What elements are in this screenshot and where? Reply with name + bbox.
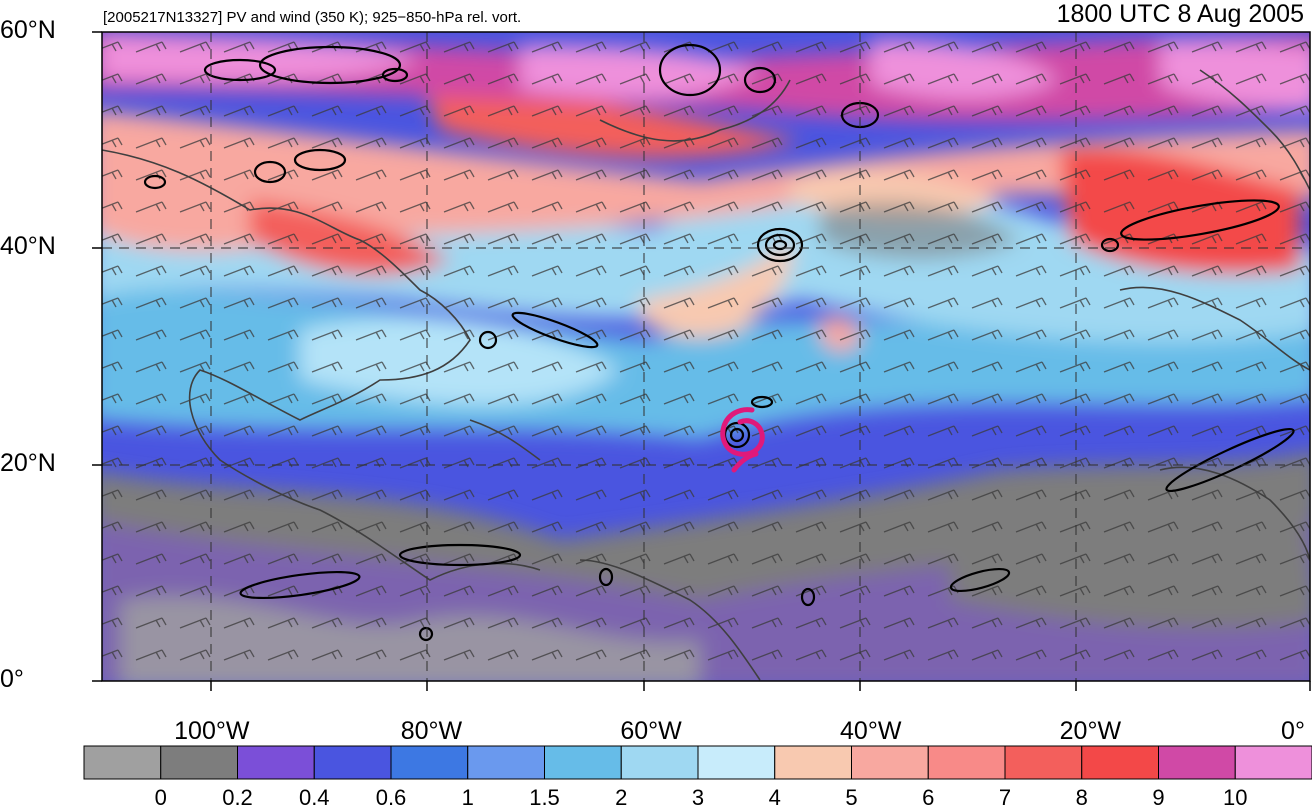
colorbar-tick-label: 8 — [1075, 785, 1088, 810]
colorbar-swatch — [467, 745, 545, 780]
storm-symbol — [720, 407, 765, 473]
lon-label: 100°W — [174, 717, 250, 745]
lon-label: 40°W — [840, 717, 902, 745]
colorbar-swatch — [390, 745, 469, 780]
colorbar-tick-label: 9 — [1152, 785, 1165, 810]
lat-label: 0° — [0, 665, 24, 693]
lon-label: 60°W — [620, 717, 682, 745]
colorbar-tick-label: 0.2 — [222, 785, 253, 810]
colorbar-tick-label: 4 — [768, 785, 781, 810]
colorbar-tick-label: 7 — [998, 785, 1012, 810]
colorbar-swatch — [1004, 745, 1083, 780]
lat-label: 40°N — [0, 232, 56, 261]
colorbar-swatch — [697, 745, 776, 780]
colorbar-swatch — [774, 745, 852, 780]
colorbar-swatch — [1081, 745, 1159, 780]
colorbar-tick-label: 2 — [615, 785, 628, 810]
colorbar-swatch — [927, 745, 1006, 780]
colorbar-tick-label: 0 — [154, 785, 167, 810]
lat-label: 20°N — [0, 448, 56, 477]
colorbar-swatch — [313, 745, 392, 780]
lat-label: 60°N — [0, 16, 56, 44]
lon-label: 20°W — [1059, 717, 1122, 745]
colorbar-tick-label: 0.6 — [375, 785, 407, 810]
colorbar-swatch — [620, 745, 699, 780]
map-panel — [102, 32, 1310, 681]
axis-ticks — [92, 31, 1311, 691]
colorbar-swatch — [237, 745, 315, 780]
map-title-left: [2005217N13327] PV and wind (350 K); 925… — [103, 9, 522, 26]
lon-label: 80°W — [400, 717, 463, 745]
colorbar-swatch — [160, 745, 238, 780]
colorbar-swatch — [1234, 745, 1312, 780]
colorbar-swatch — [544, 745, 622, 780]
colorbar-swatch — [1158, 745, 1236, 780]
colorbar-tick-label: 5 — [845, 785, 858, 810]
colorbar-swatch — [851, 745, 929, 780]
colorbar — [83, 745, 1312, 780]
colorbar-tick-label: 0.4 — [298, 785, 330, 810]
colorbar-tick-label: 10 — [1223, 785, 1248, 810]
colorbar-tick-label: 1 — [461, 785, 474, 810]
map-title-right: 1800 UTC 8 Aug 2005 — [1056, 0, 1304, 28]
colorbar-tick-label: 1.5 — [529, 785, 560, 810]
colorbar-tick-label: 3 — [691, 785, 705, 810]
colorbar-tick-label: 6 — [922, 785, 935, 810]
lon-label: 0° — [1281, 717, 1305, 745]
map-frame — [101, 31, 1311, 682]
colorbar-swatch — [83, 745, 162, 780]
graticule — [102, 32, 1310, 681]
wind-barbs — [102, 32, 1310, 681]
